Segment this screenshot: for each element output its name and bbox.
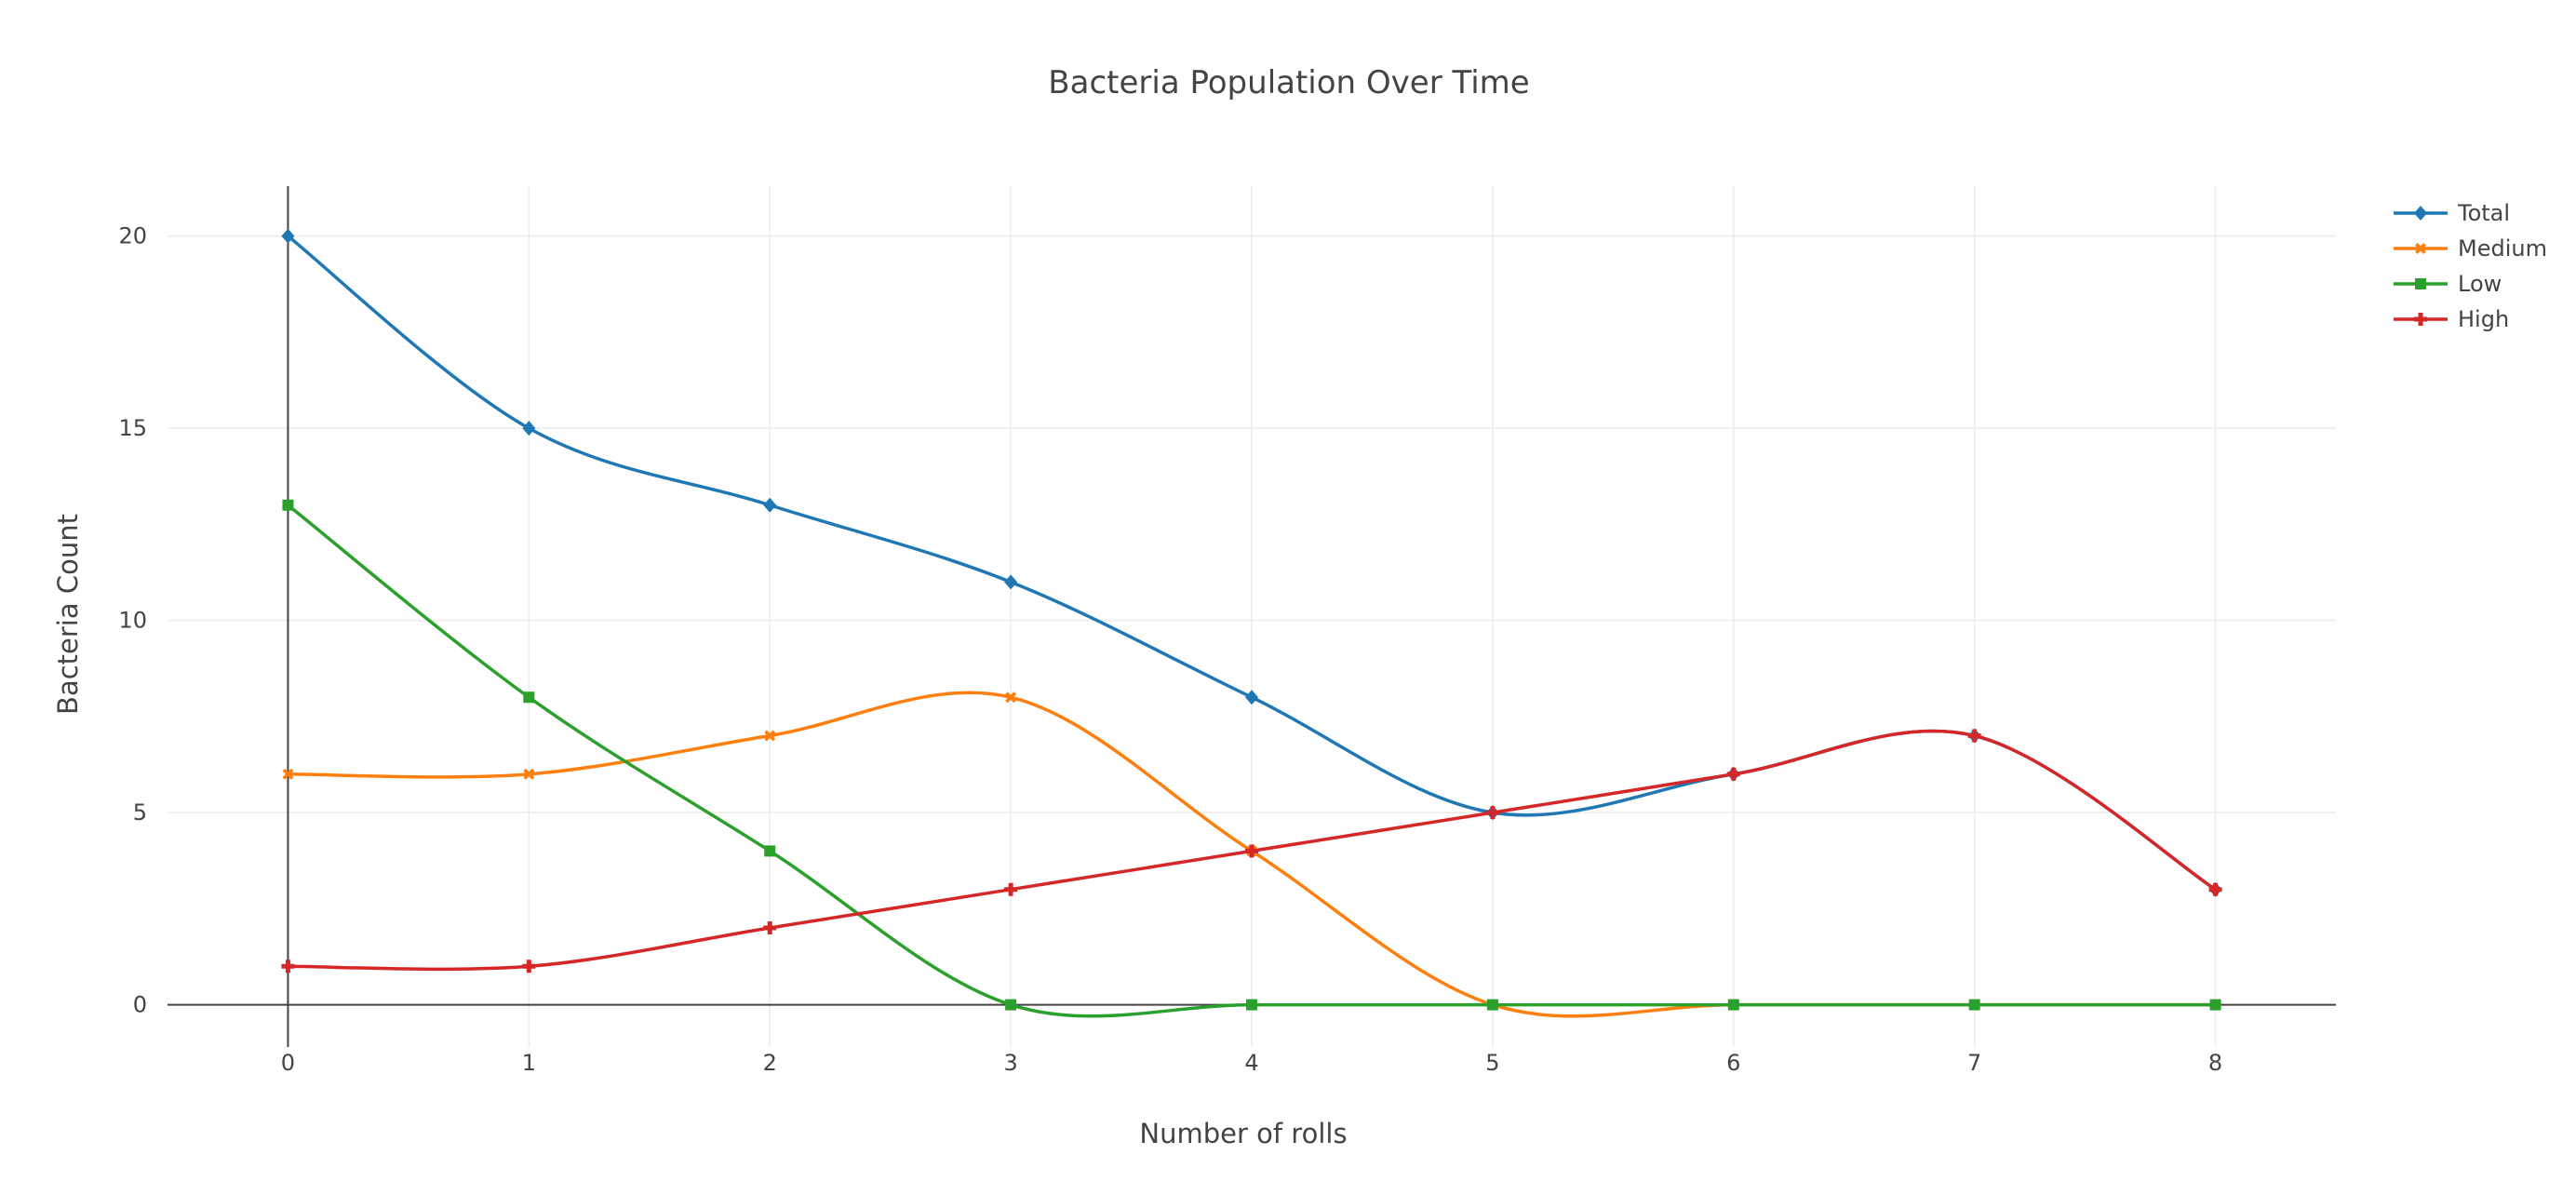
legend-item-low[interactable]: Low [2394,271,2502,297]
data-point-low[interactable] [1727,999,1739,1011]
legend-marker-total[interactable] [2414,206,2427,221]
legend-marker-medium[interactable] [2415,243,2426,254]
legend[interactable]: Total Medium Low High [2394,200,2547,332]
x-tick-label: 8 [2208,1050,2222,1076]
data-point-high[interactable] [1967,729,1981,743]
data-point-medium[interactable] [282,768,294,780]
legend-item-high[interactable]: High [2394,306,2509,332]
legend-marker-high[interactable] [2414,313,2427,326]
data-point-high[interactable] [1726,767,1740,781]
data-point-high[interactable] [1485,806,1499,820]
legend-item-total[interactable]: Total [2394,200,2510,226]
legend-label-low: Low [2458,271,2502,297]
series-high [281,729,2222,973]
data-point-high[interactable] [1004,882,1018,896]
series-low [282,499,2221,1018]
data-point-low[interactable] [1246,999,1257,1011]
data-point-low[interactable] [282,499,294,511]
series-group [281,228,2222,1018]
y-axis-title: Bacteria Count [52,514,84,715]
data-point-low[interactable] [1968,999,1980,1011]
data-point-medium[interactable] [764,730,776,742]
data-point-high[interactable] [763,920,777,934]
x-tick-label: 5 [1485,1050,1499,1076]
data-point-high[interactable] [1245,844,1258,858]
legend-label-high: High [2458,306,2509,332]
data-point-high[interactable] [281,960,295,973]
tick-labels: 0 1 2 3 4 5 6 7 8 0 5 10 15 20 [118,223,2222,1076]
chart-title: Bacteria Population Over Time [1048,64,1529,101]
y-tick-label: 5 [133,799,147,826]
data-point-low[interactable] [764,845,776,857]
x-tick-label: 6 [1726,1050,1740,1076]
x-tick-label: 3 [1003,1050,1017,1076]
y-tick-label: 20 [118,223,147,249]
data-point-low[interactable] [1005,999,1017,1011]
series-line-low [286,503,2218,1018]
legend-label-total: Total [2457,200,2510,226]
data-point-low[interactable] [523,691,535,704]
data-point-low[interactable] [2209,999,2221,1011]
y-tick-label: 0 [133,992,147,1018]
data-point-low[interactable] [1486,999,1498,1011]
x-tick-label: 2 [763,1050,777,1076]
legend-item-medium[interactable]: Medium [2394,235,2547,262]
data-point-total[interactable] [1245,690,1258,705]
data-point-total[interactable] [281,228,295,244]
x-tick-label: 7 [1967,1050,1981,1076]
data-point-total[interactable] [1004,574,1018,590]
data-point-medium[interactable] [1005,691,1017,704]
data-point-total[interactable] [763,497,777,513]
data-point-high[interactable] [2208,882,2222,896]
grid [168,186,2336,1047]
y-tick-label: 15 [118,415,147,441]
data-point-high[interactable] [522,960,536,973]
x-axis-title: Number of rolls [1139,1118,1347,1149]
y-tick-label: 10 [118,608,147,634]
legend-label-medium: Medium [2458,235,2547,262]
x-tick-label: 0 [281,1050,295,1076]
x-tick-label: 4 [1244,1050,1258,1076]
legend-marker-low[interactable] [2415,278,2426,289]
data-point-total[interactable] [522,421,536,436]
data-point-medium[interactable] [523,768,535,780]
x-tick-label: 1 [522,1050,536,1076]
